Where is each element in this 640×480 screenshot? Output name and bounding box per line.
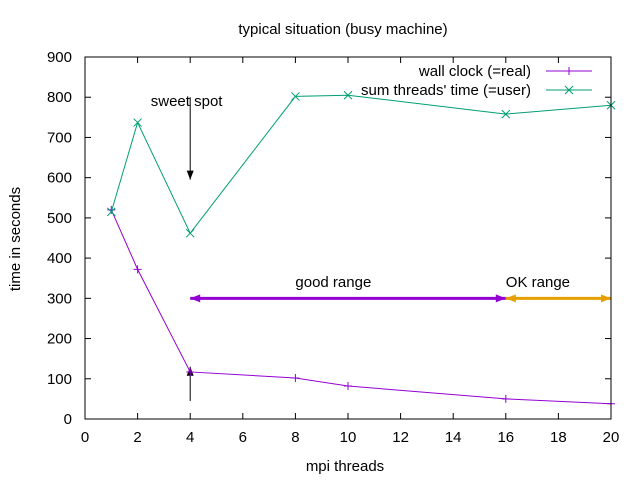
point-marker	[185, 228, 195, 238]
x-tick-label: 10	[340, 429, 357, 446]
point-marker	[133, 265, 142, 274]
legend: wall clock (=real) sum threads' time (=us…	[361, 63, 592, 99]
y-tick-label: 800	[47, 89, 72, 106]
point-marker	[291, 92, 300, 101]
x-tick-label: 8	[291, 429, 299, 446]
point-marker	[501, 109, 511, 119]
x-tick-label: 16	[497, 429, 514, 446]
point-marker	[107, 205, 116, 214]
point-marker	[186, 367, 195, 376]
x-axis-label: mpi threads	[306, 458, 384, 475]
x-tick-label: 14	[445, 429, 462, 446]
y-tick-label: 200	[47, 331, 72, 348]
y-tick-label: 500	[47, 210, 72, 227]
legend-label: wall clock (=real)	[418, 63, 531, 80]
x-tick-label: 20	[603, 429, 620, 446]
annotations: sweet spot good range OK range	[151, 93, 611, 401]
y-tick-label: 100	[47, 371, 72, 388]
series-line	[110, 209, 612, 405]
y-tick-label: 700	[47, 129, 72, 146]
series-1	[106, 90, 616, 238]
plot-area	[106, 90, 616, 408]
axis-ticks: 0 2 4 6 8 10 12 14 16 18 2001002003004005006007008…	[47, 49, 619, 446]
x-tick-label: 12	[392, 429, 409, 446]
point-marker	[343, 90, 353, 100]
arrow-head	[505, 294, 516, 303]
arrow-head	[186, 170, 194, 180]
series-0	[107, 205, 615, 408]
y-tick-label: 0	[64, 411, 72, 428]
y-tick-label: 400	[47, 250, 72, 267]
legend-label: sum threads' time (=user)	[361, 82, 531, 99]
y-tick-label: 900	[47, 49, 72, 66]
annotation-ok: OK range	[506, 274, 570, 291]
x-tick-label: 2	[133, 429, 141, 446]
x-tick-label: 0	[81, 429, 89, 446]
plot-border	[84, 56, 612, 420]
y-tick-label: 300	[47, 290, 72, 307]
y-axis-label: time in seconds	[7, 187, 24, 291]
point-marker	[133, 118, 142, 127]
x-tick-label: 18	[550, 429, 567, 446]
point-marker	[344, 382, 352, 391]
point-marker	[291, 373, 300, 382]
arrow-head	[601, 294, 611, 303]
point-marker	[564, 85, 574, 95]
annotation-sweet: sweet spot	[151, 93, 224, 110]
point-marker	[565, 67, 573, 75]
annotation-good: good range	[295, 274, 371, 291]
series-line	[110, 94, 612, 235]
arrow-head	[190, 294, 201, 303]
y-tick-label: 600	[47, 170, 72, 187]
arrow-head	[495, 294, 506, 303]
x-tick-label: 6	[239, 429, 247, 446]
point-marker	[501, 394, 510, 403]
x-tick-label: 4	[186, 429, 194, 446]
point-marker	[106, 207, 116, 217]
chart-title: typical situation (busy machine)	[238, 21, 447, 38]
